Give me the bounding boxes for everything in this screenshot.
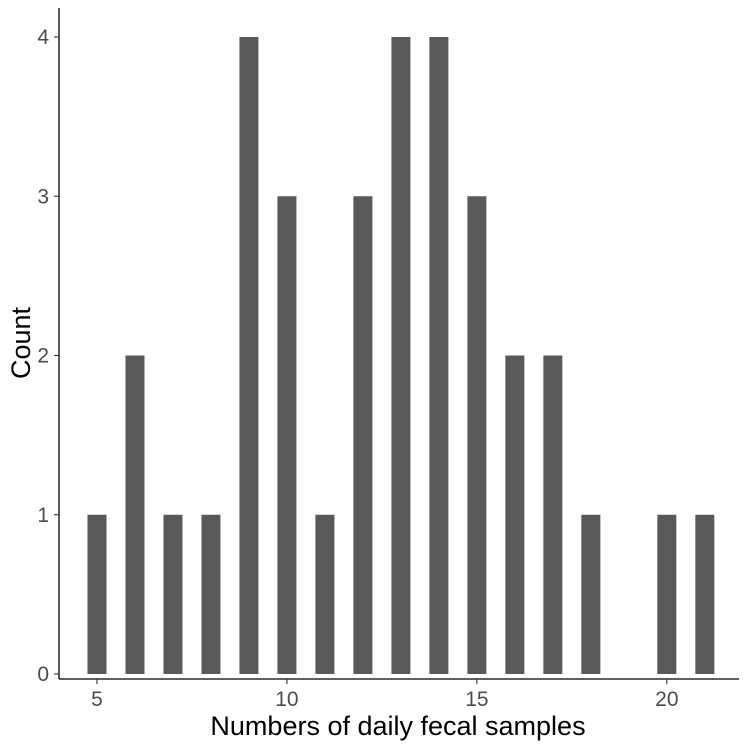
bar-x-12 — [353, 196, 373, 674]
bar-x-15 — [467, 196, 487, 674]
x-ticks: 5 10 15 20 — [91, 679, 679, 711]
y-tick-label: 4 — [37, 26, 49, 49]
x-tick-label: 5 — [91, 688, 103, 711]
bar-x-17 — [543, 355, 563, 674]
bar-x-20 — [657, 514, 677, 674]
axes — [58, 8, 739, 680]
bar-x-21 — [695, 514, 715, 674]
bar-x-11 — [315, 514, 335, 674]
bar-x-16 — [505, 355, 525, 674]
bar-x-14 — [429, 37, 449, 674]
bar-x-10 — [277, 196, 297, 674]
bar-x-18 — [581, 514, 601, 674]
y-axis-title: Count — [6, 306, 36, 379]
x-tick-label: 20 — [655, 688, 678, 711]
x-tick-label: 10 — [275, 688, 298, 711]
bar-x-9 — [239, 37, 259, 674]
bar-x-7 — [163, 514, 183, 674]
bar-x-8 — [201, 514, 221, 674]
y-tick-label: 3 — [37, 185, 49, 208]
bar-x-13 — [391, 37, 411, 674]
y-tick-label: 1 — [37, 504, 49, 527]
bar-x-5 — [87, 514, 107, 674]
x-axis-title: Numbers of daily fecal samples — [210, 711, 585, 741]
y-tick-label: 2 — [37, 345, 49, 368]
y-ticks: 0 1 2 3 4 — [37, 26, 59, 686]
bars — [87, 37, 715, 674]
bar-x-6 — [125, 355, 145, 674]
y-tick-label: 0 — [37, 663, 49, 686]
x-tick-label: 15 — [465, 688, 488, 711]
